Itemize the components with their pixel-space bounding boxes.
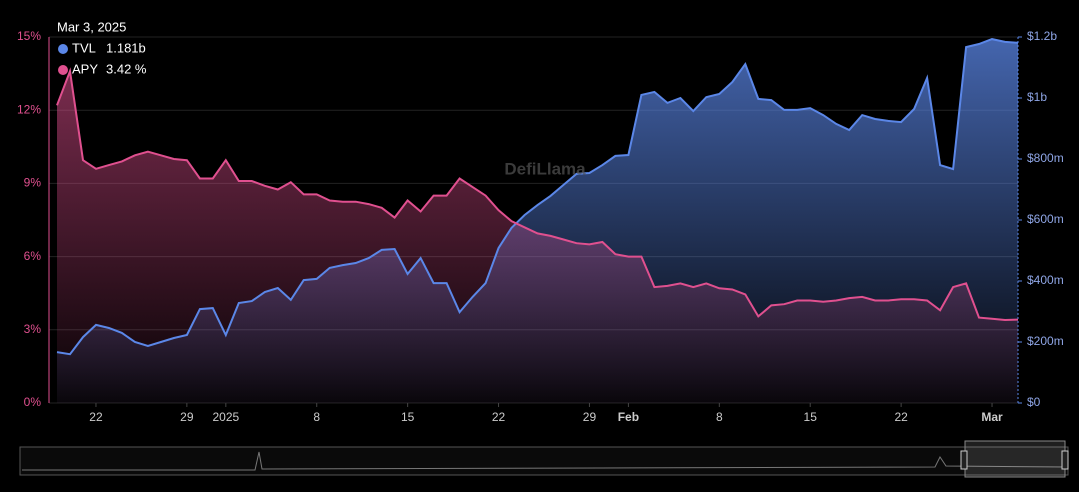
y2-tick-label: $400m [1027,273,1064,287]
x-tick-label: 29 [180,410,194,424]
tooltip-dot [58,65,68,75]
y-tick-label: 15% [17,29,41,43]
x-tick-label: Mar [981,410,1003,424]
x-tick-label: 15 [804,410,818,424]
navigator-track [19,446,1069,476]
x-tick-label: Feb [618,410,639,424]
tooltip-value: 1.181b [106,40,146,55]
line [56,67,1019,322]
y2-tick-label: $600m [1027,212,1064,226]
x-tick-label: 15 [401,410,415,424]
navigator-handle[interactable] [1061,450,1069,470]
navigator-handle[interactable] [960,450,968,470]
tooltip-title: Mar 3, 2025 [57,19,126,34]
y2-tick-label: $1.2b [1027,29,1057,43]
tooltip-name: APY [72,61,98,76]
x-tick-label: 8 [313,410,320,424]
x-tick-label: 22 [894,410,908,424]
line [56,38,1019,356]
y-tick-label: 6% [24,249,42,263]
navigator-line [22,451,1067,471]
y2-tick-label: $800m [1027,151,1064,165]
tooltip-dot [58,44,68,54]
tooltip-name: TVL [72,40,96,55]
navigator-window[interactable] [964,440,1066,478]
y2-tick-label: $0 [1027,395,1041,409]
y-tick-label: 3% [24,322,42,336]
y-tick-label: 0% [24,395,42,409]
x-tick-label: 22 [89,410,103,424]
watermark: DefiLlama [504,159,586,178]
area [57,71,1018,403]
tooltip-value: 3.42 % [106,61,147,76]
x-tick-label: 8 [716,410,723,424]
x-tick-label: 2025 [212,410,239,424]
y2-tick-label: $200m [1027,334,1064,348]
y-tick-label: 9% [24,176,42,190]
x-tick-label: 22 [492,410,506,424]
y-tick-label: 12% [17,102,41,116]
x-tick-label: 29 [583,410,597,424]
y2-tick-label: $1b [1027,90,1047,104]
navigator[interactable] [19,440,1069,478]
